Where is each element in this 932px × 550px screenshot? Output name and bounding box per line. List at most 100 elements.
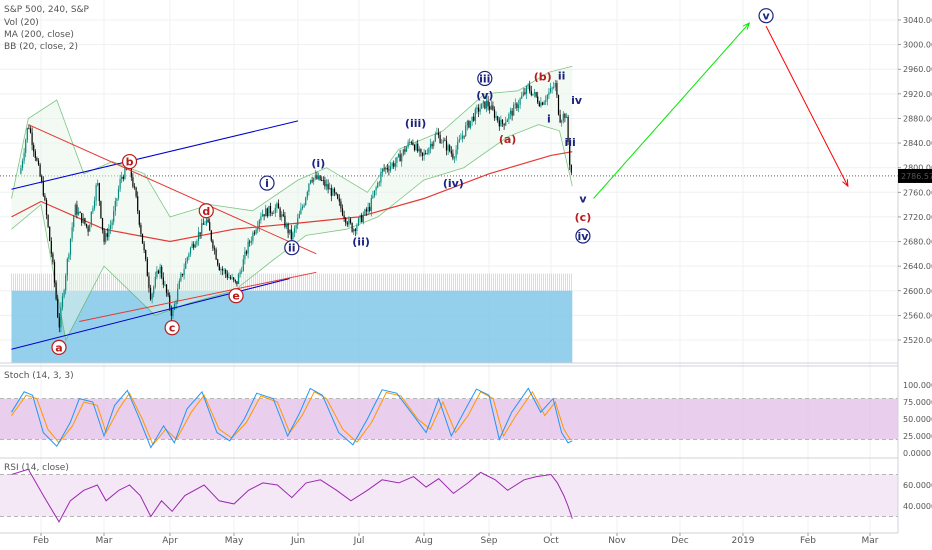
candle-body	[81, 212, 83, 223]
candle-body	[309, 180, 312, 184]
candle-body	[53, 262, 56, 283]
candle-body	[393, 163, 395, 167]
candle-body	[194, 244, 196, 248]
time-tick-label: Jul	[353, 536, 365, 546]
candle-body	[337, 194, 339, 199]
time-tick-label: Dec	[671, 536, 688, 546]
candle-body	[332, 188, 334, 196]
candle-body	[26, 128, 28, 141]
candle-body	[452, 153, 454, 159]
candle-body	[271, 212, 273, 214]
candle-body	[165, 284, 168, 293]
candle-body	[505, 122, 507, 126]
candle-body	[321, 180, 323, 181]
candle-body	[511, 110, 513, 116]
candle-body	[300, 208, 302, 215]
candle-body	[197, 232, 200, 241]
candle-body	[305, 197, 307, 205]
time-tick-label: Sep	[481, 536, 498, 546]
time-tick-label: Jun	[290, 536, 305, 546]
candle-body	[365, 209, 368, 212]
candle-body	[513, 104, 515, 116]
candle-body	[346, 222, 348, 225]
candle-body	[405, 147, 408, 152]
candle-body	[226, 273, 228, 278]
candle-body	[521, 95, 523, 99]
candle-body	[236, 281, 238, 285]
stoch-tick-label: 25.0000	[903, 432, 932, 441]
candle-body	[540, 102, 542, 107]
candle-body	[533, 92, 536, 94]
candle-body	[508, 113, 510, 120]
candle-body	[410, 142, 412, 143]
candle-body	[68, 254, 70, 259]
candle-body	[447, 145, 449, 151]
candle-body	[423, 152, 425, 156]
candle-body	[65, 275, 67, 291]
symbol-title: S&P 500, 240, S&P	[4, 5, 90, 15]
candle-body	[537, 96, 539, 103]
candle-body	[455, 149, 457, 158]
candle-body	[189, 247, 192, 254]
candle-body	[444, 140, 446, 141]
candle-body	[311, 180, 313, 182]
time-tick-label: Feb	[33, 536, 49, 546]
candle-body	[351, 223, 353, 232]
candle-body	[98, 183, 100, 201]
candle-body	[233, 277, 235, 280]
candle-body	[229, 277, 232, 279]
wave-label: b	[126, 156, 134, 169]
candle-body	[388, 169, 390, 171]
projection-arrow-1	[593, 22, 750, 199]
candle-body	[426, 153, 428, 155]
candle-body	[281, 214, 283, 218]
candle-body	[204, 224, 206, 226]
candle-body	[306, 191, 308, 198]
candle-body	[58, 317, 60, 328]
wave-label: i	[547, 112, 551, 125]
candle-body	[39, 164, 41, 177]
candle-body	[546, 95, 548, 101]
candle-body	[44, 195, 46, 200]
candle-body	[553, 87, 555, 88]
candle-body	[76, 204, 78, 215]
candle-body	[525, 86, 528, 94]
candle-body	[449, 145, 451, 152]
candle-body	[34, 151, 36, 159]
candle-body	[71, 227, 73, 239]
candle-body	[436, 132, 438, 135]
candle-body	[324, 180, 326, 187]
candle-body	[493, 109, 496, 118]
candle-body	[457, 141, 459, 150]
candle-body	[367, 206, 369, 212]
candle-body	[28, 128, 30, 129]
trendlines	[11, 120, 317, 350]
candle-body	[354, 229, 356, 231]
candle-body	[74, 204, 76, 216]
wave-circle	[758, 8, 774, 24]
candle-body	[36, 158, 38, 161]
candle-body	[175, 301, 177, 305]
candle-body	[412, 142, 414, 146]
time-tick-label: Mar	[96, 536, 113, 546]
candle-body	[372, 195, 374, 199]
wave-label: iii	[565, 136, 576, 149]
candle-body	[178, 280, 180, 289]
candle-body	[409, 142, 411, 143]
stoch-k-line	[11, 387, 573, 449]
candle-body	[103, 230, 105, 242]
candle-body	[418, 149, 420, 152]
time-tick-label: May	[225, 536, 244, 546]
time-tick-label: Aug	[415, 536, 433, 546]
candle-body	[111, 221, 113, 226]
candle-body	[516, 103, 518, 109]
candle-body	[92, 208, 94, 212]
candle-body	[370, 198, 372, 211]
candle-body	[514, 103, 516, 105]
candle-body	[474, 109, 476, 121]
candle-body	[295, 224, 297, 229]
candle-body	[477, 107, 480, 112]
candle-body	[177, 288, 179, 302]
candle-body	[90, 211, 92, 226]
